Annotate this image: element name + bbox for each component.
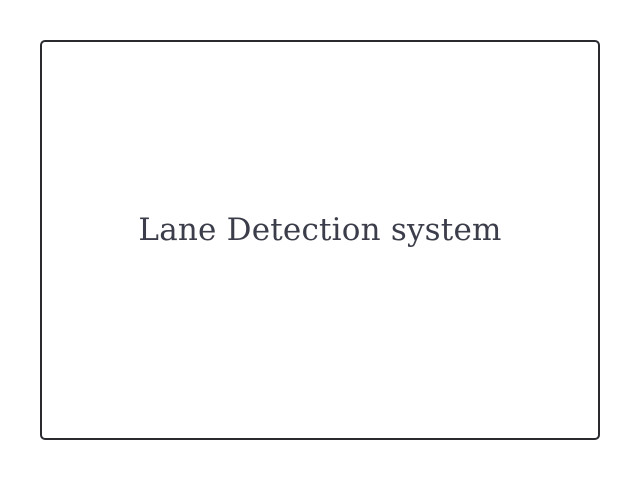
- system-block-label: Lane Detection system: [138, 211, 502, 248]
- system-block: Lane Detection system: [40, 40, 600, 440]
